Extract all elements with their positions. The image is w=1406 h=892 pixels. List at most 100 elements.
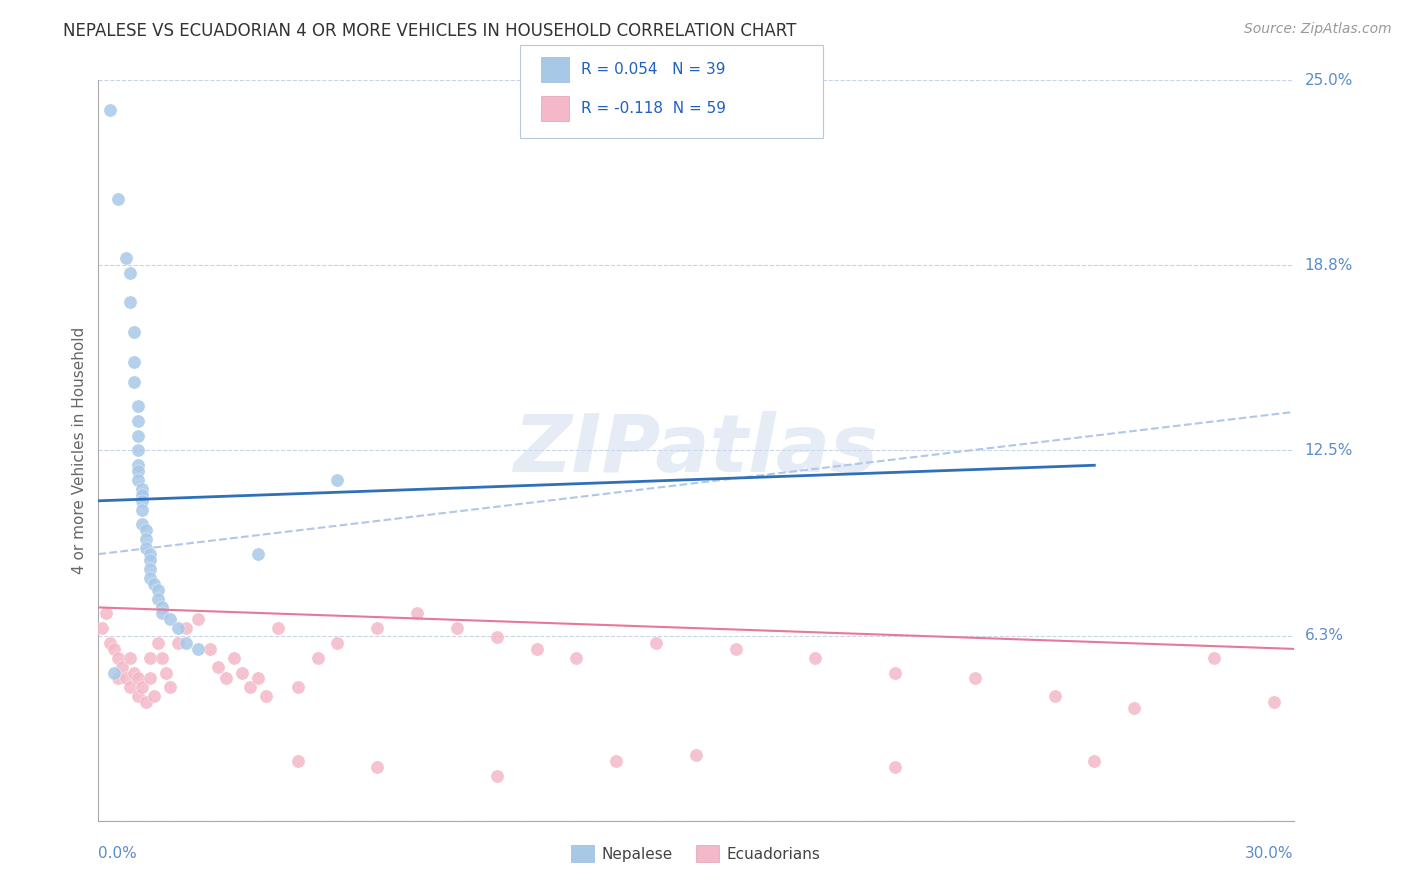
Point: [174, 621, 197, 635]
Point: [198, 641, 221, 656]
Legend: Nepalese, Ecuadorians: Nepalese, Ecuadorians: [565, 838, 827, 869]
Point: [127, 464, 149, 478]
Point: [155, 665, 177, 680]
Point: [139, 547, 162, 561]
Point: [366, 760, 388, 774]
Point: [215, 672, 238, 686]
Point: [159, 612, 181, 626]
Point: [131, 493, 153, 508]
Text: NEPALESE VS ECUADORIAN 4 OR MORE VEHICLES IN HOUSEHOLD CORRELATION CHART: NEPALESE VS ECUADORIAN 4 OR MORE VEHICLE…: [63, 22, 797, 40]
Point: [98, 636, 122, 650]
Text: ZIPatlas: ZIPatlas: [513, 411, 879, 490]
Point: [287, 681, 309, 695]
Point: [1263, 695, 1285, 709]
Point: [187, 641, 209, 656]
Point: [267, 621, 290, 635]
Point: [326, 636, 349, 650]
Point: [131, 517, 153, 532]
Point: [103, 665, 125, 680]
Point: [565, 650, 588, 665]
Point: [1043, 690, 1066, 704]
Y-axis label: 4 or more Vehicles in Household: 4 or more Vehicles in Household: [72, 326, 87, 574]
Text: R = -0.118  N = 59: R = -0.118 N = 59: [581, 102, 725, 116]
Point: [135, 541, 157, 556]
Point: [124, 665, 146, 680]
Point: [526, 641, 548, 656]
Point: [91, 621, 114, 635]
Point: [131, 488, 153, 502]
Point: [107, 650, 129, 665]
Point: [127, 428, 149, 442]
Point: [131, 502, 153, 516]
Text: 18.8%: 18.8%: [1305, 258, 1353, 273]
Point: [107, 192, 129, 206]
Point: [1083, 755, 1105, 769]
Point: [107, 672, 129, 686]
Text: 6.3%: 6.3%: [1305, 628, 1344, 643]
Point: [127, 443, 149, 458]
Point: [804, 650, 827, 665]
Point: [222, 650, 245, 665]
Point: [406, 607, 429, 621]
Point: [605, 755, 627, 769]
Point: [115, 672, 138, 686]
Point: [148, 636, 170, 650]
Point: [366, 621, 388, 635]
Point: [963, 672, 986, 686]
Point: [135, 524, 157, 538]
Point: [139, 553, 162, 567]
Point: [685, 748, 707, 763]
Point: [139, 672, 162, 686]
Point: [143, 690, 166, 704]
Point: [139, 571, 162, 585]
Point: [143, 576, 166, 591]
Point: [884, 760, 907, 774]
Point: [167, 621, 190, 635]
Point: [485, 769, 508, 783]
Point: [884, 665, 907, 680]
Point: [150, 607, 173, 621]
Point: [148, 582, 170, 597]
Point: [127, 414, 149, 428]
Point: [246, 547, 269, 561]
Point: [139, 562, 162, 576]
Text: 25.0%: 25.0%: [1305, 73, 1353, 87]
Point: [120, 681, 142, 695]
Point: [724, 641, 747, 656]
Point: [446, 621, 468, 635]
Point: [115, 251, 138, 265]
Point: [96, 607, 118, 621]
Point: [287, 755, 309, 769]
Point: [98, 103, 122, 117]
Point: [207, 659, 229, 673]
Point: [139, 650, 162, 665]
Point: [1123, 701, 1146, 715]
Text: 30.0%: 30.0%: [1246, 846, 1294, 861]
Point: [307, 650, 329, 665]
Point: [120, 650, 142, 665]
Point: [120, 295, 142, 310]
Point: [120, 266, 142, 280]
Point: [127, 473, 149, 487]
Point: [148, 591, 170, 606]
Point: [103, 641, 125, 656]
Point: [150, 600, 173, 615]
Text: Source: ZipAtlas.com: Source: ZipAtlas.com: [1244, 22, 1392, 37]
Point: [127, 672, 149, 686]
Point: [124, 325, 146, 339]
Text: 12.5%: 12.5%: [1305, 443, 1353, 458]
Point: [159, 681, 181, 695]
Point: [127, 399, 149, 413]
Point: [239, 681, 262, 695]
Point: [485, 630, 508, 644]
Point: [131, 482, 153, 496]
Point: [187, 612, 209, 626]
Point: [246, 672, 269, 686]
Point: [1202, 650, 1225, 665]
Point: [167, 636, 190, 650]
Point: [645, 636, 668, 650]
Point: [135, 533, 157, 547]
Point: [174, 636, 197, 650]
Point: [231, 665, 253, 680]
Point: [326, 473, 349, 487]
